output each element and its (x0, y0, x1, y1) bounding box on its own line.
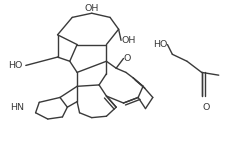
Text: OH: OH (84, 4, 99, 13)
Text: HO: HO (153, 40, 167, 49)
Text: HN: HN (11, 103, 25, 112)
Text: O: O (124, 54, 131, 63)
Text: HO: HO (8, 61, 22, 70)
Text: OH: OH (121, 36, 135, 45)
Text: O: O (203, 103, 210, 112)
